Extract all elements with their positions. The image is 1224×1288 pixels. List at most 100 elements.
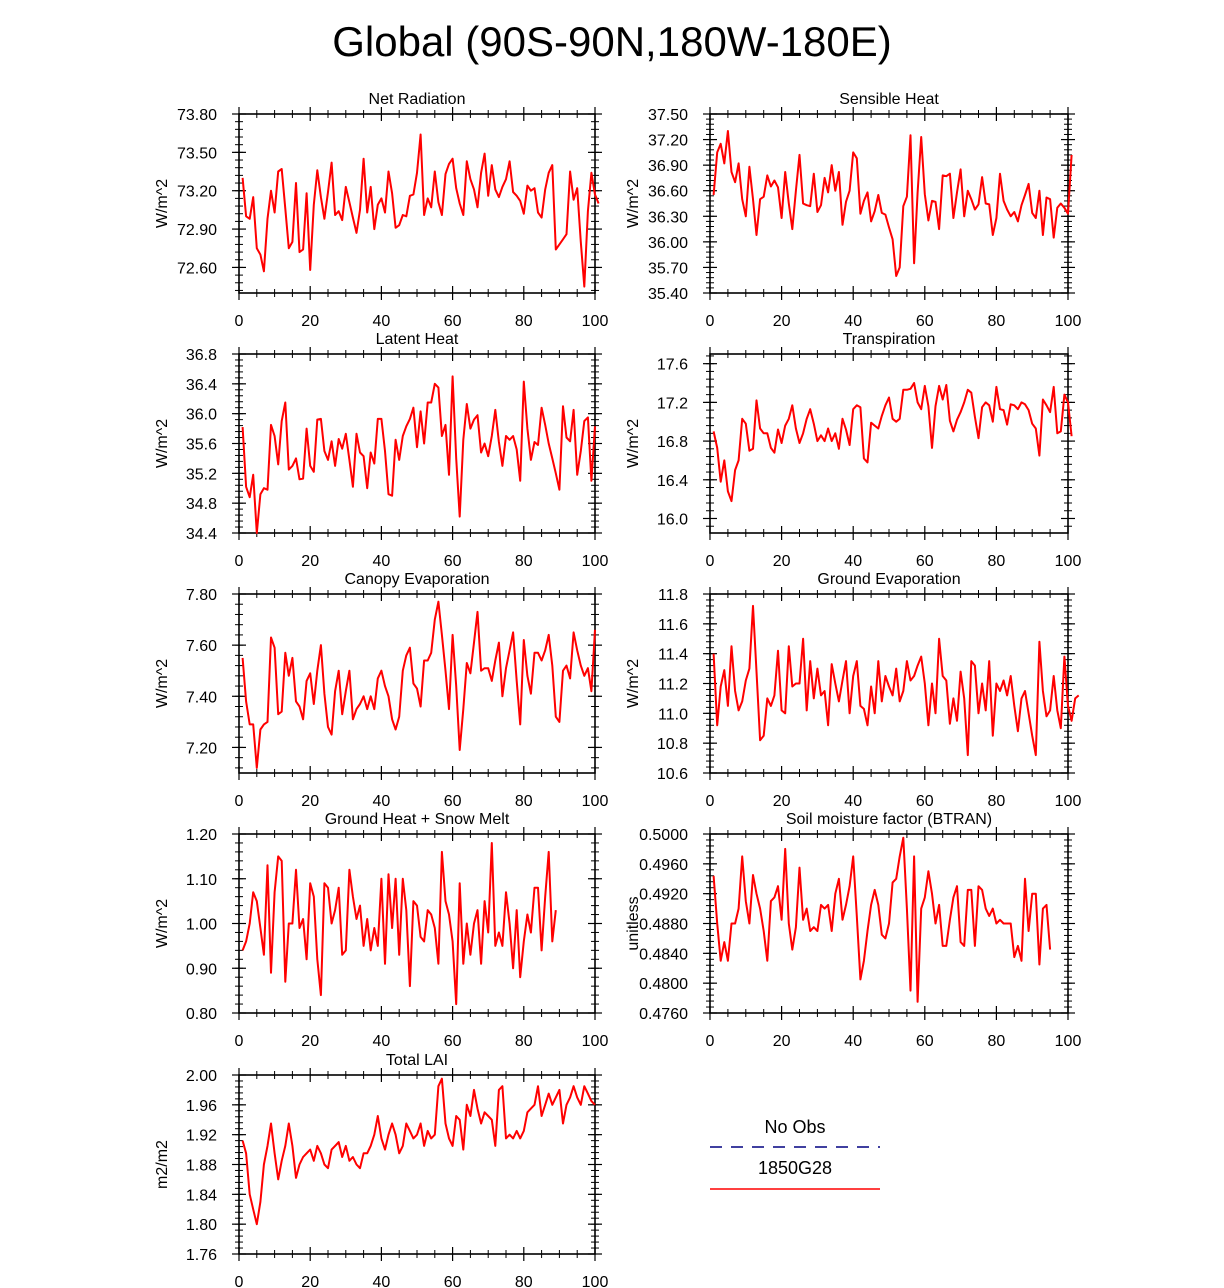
- x-tick-label: 60: [444, 553, 462, 570]
- y-tick-label: 37.50: [648, 107, 688, 124]
- y-tick-label: 7.20: [186, 740, 217, 757]
- y-tick-label: 37.20: [648, 133, 688, 150]
- panel-title: Sensible Heat: [839, 91, 939, 108]
- y-axis-label: W/m^2: [625, 179, 642, 228]
- x-tick-label: 80: [988, 553, 1006, 570]
- y-tick-label: 11.4: [658, 647, 688, 664]
- y-tick-label: 36.8: [186, 347, 217, 364]
- y-tick-label: 0.90: [186, 961, 217, 978]
- y-tick-label: 1.92: [186, 1128, 217, 1145]
- panel-title: Latent Heat: [376, 331, 459, 348]
- y-tick-label: 35.70: [648, 260, 688, 277]
- x-tick-label: 40: [373, 1033, 391, 1050]
- x-tick-label: 40: [373, 1274, 391, 1288]
- y-tick-label: 1.84: [186, 1187, 217, 1204]
- x-tick-label: 60: [916, 793, 934, 810]
- y-tick-label: 1.76: [186, 1247, 217, 1264]
- x-tick-label: 40: [844, 793, 862, 810]
- y-tick-label: 11.0: [658, 706, 688, 723]
- x-tick-label: 40: [844, 553, 862, 570]
- x-tick-label: 0: [235, 553, 244, 570]
- panel-title: Total LAI: [386, 1052, 448, 1069]
- x-tick-label: 40: [844, 313, 862, 330]
- series-line-1850G28: [712, 836, 1052, 1003]
- y-tick-label: 0.4840: [639, 946, 688, 963]
- y-tick-label: 11.8: [658, 587, 688, 604]
- y-tick-label: 35.40: [648, 286, 688, 303]
- x-tick-label: 0: [706, 313, 715, 330]
- y-tick-label: 17.6: [657, 357, 688, 374]
- plot-frame: [238, 593, 596, 774]
- x-tick-label: 100: [1055, 313, 1082, 330]
- x-tick-label: 40: [373, 313, 391, 330]
- x-tick-label: 0: [706, 1033, 715, 1050]
- x-tick-label: 20: [773, 313, 791, 330]
- x-tick-label: 80: [515, 313, 533, 330]
- x-tick-label: 20: [301, 1274, 319, 1288]
- y-axis-label: W/m^2: [154, 899, 171, 948]
- y-tick-label: 36.00: [648, 235, 688, 252]
- y-tick-label: 1.10: [186, 872, 217, 889]
- y-tick-label: 73.80: [177, 107, 217, 124]
- x-tick-label: 60: [444, 1274, 462, 1288]
- y-tick-label: 1.88: [186, 1158, 217, 1175]
- x-tick-label: 20: [301, 793, 319, 810]
- y-tick-label: 36.4: [186, 377, 217, 394]
- x-tick-label: 80: [515, 1033, 533, 1050]
- panel-title: Soil moisture factor (BTRAN): [786, 811, 992, 828]
- panel-title: Ground Heat + Snow Melt: [325, 811, 510, 828]
- x-tick-label: 100: [582, 553, 609, 570]
- x-tick-label: 40: [844, 1033, 862, 1050]
- y-tick-label: 16.4: [657, 473, 688, 490]
- x-tick-label: 60: [444, 313, 462, 330]
- y-tick-label: 0.4920: [639, 887, 688, 904]
- plot-frame: [238, 1074, 596, 1255]
- x-tick-label: 60: [916, 313, 934, 330]
- x-tick-label: 80: [988, 1033, 1006, 1050]
- y-tick-label: 0.4960: [639, 857, 688, 874]
- x-tick-label: 0: [706, 793, 715, 810]
- y-tick-label: 11.6: [658, 617, 688, 634]
- x-tick-label: 20: [773, 793, 791, 810]
- x-tick-label: 80: [515, 1274, 533, 1288]
- x-tick-label: 20: [773, 1033, 791, 1050]
- panel-title: Ground Evaporation: [817, 571, 960, 588]
- x-tick-label: 100: [582, 1033, 609, 1050]
- series-line-1850G28: [241, 600, 596, 769]
- y-tick-label: 1.20: [186, 827, 217, 844]
- y-tick-label: 1.00: [186, 917, 217, 934]
- y-tick-label: 73.50: [177, 145, 217, 162]
- x-tick-label: 100: [1055, 793, 1082, 810]
- y-tick-label: 16.8: [657, 434, 688, 451]
- x-tick-label: 80: [515, 793, 533, 810]
- y-tick-label: 0.4800: [639, 976, 688, 993]
- x-tick-label: 0: [235, 793, 244, 810]
- x-tick-label: 60: [444, 1033, 462, 1050]
- x-tick-label: 0: [235, 1274, 244, 1288]
- y-tick-label: 34.8: [186, 496, 217, 513]
- y-tick-label: 1.96: [186, 1098, 217, 1115]
- y-tick-label: 72.90: [177, 222, 217, 239]
- x-tick-label: 20: [301, 313, 319, 330]
- x-tick-label: 40: [373, 553, 391, 570]
- x-tick-label: 0: [235, 313, 244, 330]
- x-tick-label: 0: [235, 1033, 244, 1050]
- y-axis-label: m2/m2: [154, 1140, 171, 1189]
- plot-frame: [238, 113, 596, 294]
- y-tick-label: 10.6: [657, 766, 688, 783]
- y-tick-label: 0.80: [186, 1006, 217, 1023]
- y-axis-label: W/m^2: [154, 179, 171, 228]
- y-tick-label: 35.6: [186, 437, 217, 454]
- y-tick-label: 10.8: [657, 736, 688, 753]
- y-tick-label: 7.60: [186, 638, 217, 655]
- y-tick-label: 1.80: [186, 1217, 217, 1234]
- series-line-1850G28: [712, 130, 1073, 277]
- x-tick-label: 100: [582, 1274, 609, 1288]
- y-tick-label: 7.80: [186, 587, 217, 604]
- x-tick-label: 60: [444, 793, 462, 810]
- series-line-1850G28: [712, 382, 1073, 503]
- x-tick-label: 80: [988, 793, 1006, 810]
- y-tick-label: 73.20: [177, 184, 217, 201]
- x-tick-label: 100: [1055, 1033, 1082, 1050]
